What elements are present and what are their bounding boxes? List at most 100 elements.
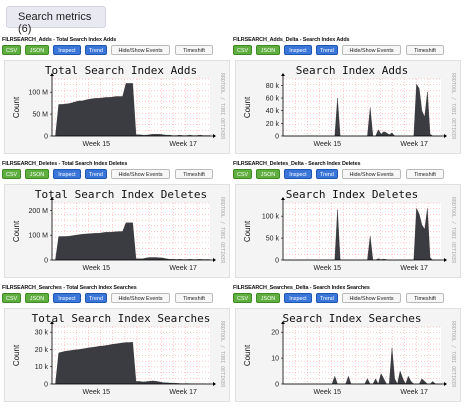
chart-total-search-index-adds[interactable]: 0 50 M 100 M Week 15 Week 17 Total Search Ind…: [4, 60, 230, 154]
trend-button[interactable]: Trend: [85, 45, 107, 55]
hide-show-events-button[interactable]: Hide/Show Events: [342, 45, 401, 55]
hide-show-events-button[interactable]: Hide/Show Events: [342, 293, 401, 303]
x-axis-arrow: [444, 382, 447, 386]
y-tick-label: 0: [44, 134, 48, 141]
json-button[interactable]: JSON: [256, 293, 280, 303]
trend-button[interactable]: Trend: [316, 293, 338, 303]
panel-title: FILRSEARCH_Adds - Total Search Index Add…: [2, 37, 117, 43]
panel-title: FILRSEARCH_Deletes_Delta - Search Index …: [233, 161, 361, 167]
inspect-button[interactable]: Inspect: [53, 293, 81, 303]
x-axis-arrow: [213, 382, 216, 386]
panel-title: FILRSEARCH_Searches_Delta - Search Index…: [233, 285, 370, 291]
csv-button[interactable]: CSV: [2, 169, 21, 179]
search-metrics-header[interactable]: Search metrics (6): [6, 6, 106, 35]
rrdtool-watermark: RRDTOOL / TOBI OETIKER: [219, 321, 225, 388]
y-tick-label: 0: [275, 134, 279, 141]
x-tick-label: Week 17: [400, 265, 428, 272]
hide-show-events-button[interactable]: Hide/Show Events: [111, 45, 170, 55]
x-axis-arrow: [444, 134, 447, 138]
chart-search-index-searches[interactable]: 0 10 20 Week 15 Week 17 Search Index Searches…: [235, 308, 461, 402]
y-tick-label: 0: [44, 382, 48, 389]
inspect-button[interactable]: Inspect: [284, 169, 312, 179]
chart-svg: 0 50 M 100 M Week 15 Week 17 Total Search Ind…: [12, 64, 225, 148]
x-tick-label: Week 17: [400, 141, 428, 148]
metric-panel-search-index-searches: FILRSEARCH_Searches_Delta - Search Index…: [233, 285, 461, 403]
chart-total-search-index-searches[interactable]: 0 10 k 20 k 30 k Week 15 Week 17 Total Search …: [4, 308, 230, 402]
chart-title: Search Index Deletes: [286, 188, 418, 201]
chart-total-search-index-deletes[interactable]: 0 100 M 200 M Week 15 Week 17 Total Search In…: [4, 184, 230, 278]
chart-svg: 0 10 20 Week 15 Week 17 Search Index Searches…: [243, 312, 456, 396]
x-tick-label: Week 15: [313, 389, 341, 396]
area-series: [52, 83, 211, 137]
x-tick-label: Week 15: [82, 265, 110, 272]
chart-title: Total Search Index Deletes: [35, 188, 207, 201]
y-axis-label: Count: [12, 96, 21, 118]
chart-svg: 0 10 k 20 k 30 k Week 15 Week 17 Total Search …: [12, 312, 225, 396]
panel-title: FILRSEARCH_Deletes - Total Search Index …: [2, 161, 128, 167]
y-tick-label: 0: [44, 258, 48, 265]
trend-button[interactable]: Trend: [85, 169, 107, 179]
chart-title: Search Index Adds: [296, 64, 409, 77]
csv-button[interactable]: CSV: [2, 293, 21, 303]
y-tick-label: 0: [275, 258, 279, 265]
timeshift-button[interactable]: Timeshift: [175, 169, 213, 179]
chart-svg: 0 50 k 100 k Week 15 Week 17 Search Index Del…: [243, 188, 456, 272]
y-tick-label: 30 k: [35, 330, 49, 337]
rrdtool-watermark: RRDTOOL / TOBI OETIKER: [219, 197, 225, 264]
json-button[interactable]: JSON: [25, 293, 49, 303]
json-button[interactable]: JSON: [256, 45, 280, 55]
chart-svg: 0 20 k 40 k 60 k 80 k Week 15 Week 17 Search In…: [243, 64, 456, 148]
x-tick-label: Week 17: [400, 389, 428, 396]
inspect-button[interactable]: Inspect: [284, 45, 312, 55]
json-button[interactable]: JSON: [25, 45, 49, 55]
inspect-button[interactable]: Inspect: [284, 293, 312, 303]
y-axis-arrow: [281, 73, 285, 76]
y-axis-label: Count: [12, 220, 21, 242]
y-tick-label: 20 k: [266, 121, 280, 128]
chart-search-index-adds[interactable]: 0 20 k 40 k 60 k 80 k Week 15 Week 17 Search In…: [235, 60, 461, 154]
area-series: [52, 222, 211, 261]
chart-title: Total Search Index Adds: [45, 64, 197, 77]
csv-button[interactable]: CSV: [233, 293, 252, 303]
x-tick-label: Week 17: [169, 389, 197, 396]
hide-show-events-button[interactable]: Hide/Show Events: [111, 293, 170, 303]
y-axis-arrow: [50, 197, 54, 200]
json-button[interactable]: JSON: [256, 169, 280, 179]
trend-button[interactable]: Trend: [316, 169, 338, 179]
x-tick-label: Week 15: [82, 389, 110, 396]
timeshift-button[interactable]: Timeshift: [175, 45, 213, 55]
hide-show-events-button[interactable]: Hide/Show Events: [111, 169, 170, 179]
y-tick-label: 50 M: [32, 112, 48, 119]
json-button[interactable]: JSON: [25, 169, 49, 179]
x-axis-arrow: [444, 258, 447, 262]
csv-button[interactable]: CSV: [233, 45, 252, 55]
inspect-button[interactable]: Inspect: [53, 169, 81, 179]
metric-panel-total-search-index-deletes: FILRSEARCH_Deletes - Total Search Index …: [2, 161, 230, 279]
csv-button[interactable]: CSV: [233, 169, 252, 179]
trend-button[interactable]: Trend: [316, 45, 338, 55]
y-tick-label: 10: [271, 356, 279, 363]
y-axis-label: Count: [243, 220, 252, 242]
rrdtool-watermark: RRDTOOL / TOBI OETIKER: [450, 321, 456, 388]
trend-button[interactable]: Trend: [85, 293, 107, 303]
y-tick-label: 80 k: [266, 83, 280, 90]
chart-title: Total Search Index Searches: [32, 312, 211, 325]
x-tick-label: Week 17: [169, 141, 197, 148]
timeshift-button[interactable]: Timeshift: [406, 45, 444, 55]
chart-search-index-deletes[interactable]: 0 50 k 100 k Week 15 Week 17 Search Index Del…: [235, 184, 461, 278]
y-axis-arrow: [50, 73, 54, 76]
csv-button[interactable]: CSV: [2, 45, 21, 55]
rrdtool-watermark: RRDTOOL / TOBI OETIKER: [450, 73, 456, 140]
x-tick-label: Week 15: [313, 265, 341, 272]
inspect-button[interactable]: Inspect: [53, 45, 81, 55]
y-axis-arrow: [281, 197, 285, 200]
metric-panel-total-search-index-adds: FILRSEARCH_Adds - Total Search Index Add…: [2, 37, 230, 155]
timeshift-button[interactable]: Timeshift: [406, 169, 444, 179]
y-axis-arrow: [50, 321, 54, 324]
y-tick-label: 200 M: [29, 208, 49, 215]
timeshift-button[interactable]: Timeshift: [175, 293, 213, 303]
timeshift-button[interactable]: Timeshift: [406, 293, 444, 303]
y-tick-label: 100 M: [29, 233, 49, 240]
hide-show-events-button[interactable]: Hide/Show Events: [342, 169, 401, 179]
y-axis-label: Count: [243, 344, 252, 366]
